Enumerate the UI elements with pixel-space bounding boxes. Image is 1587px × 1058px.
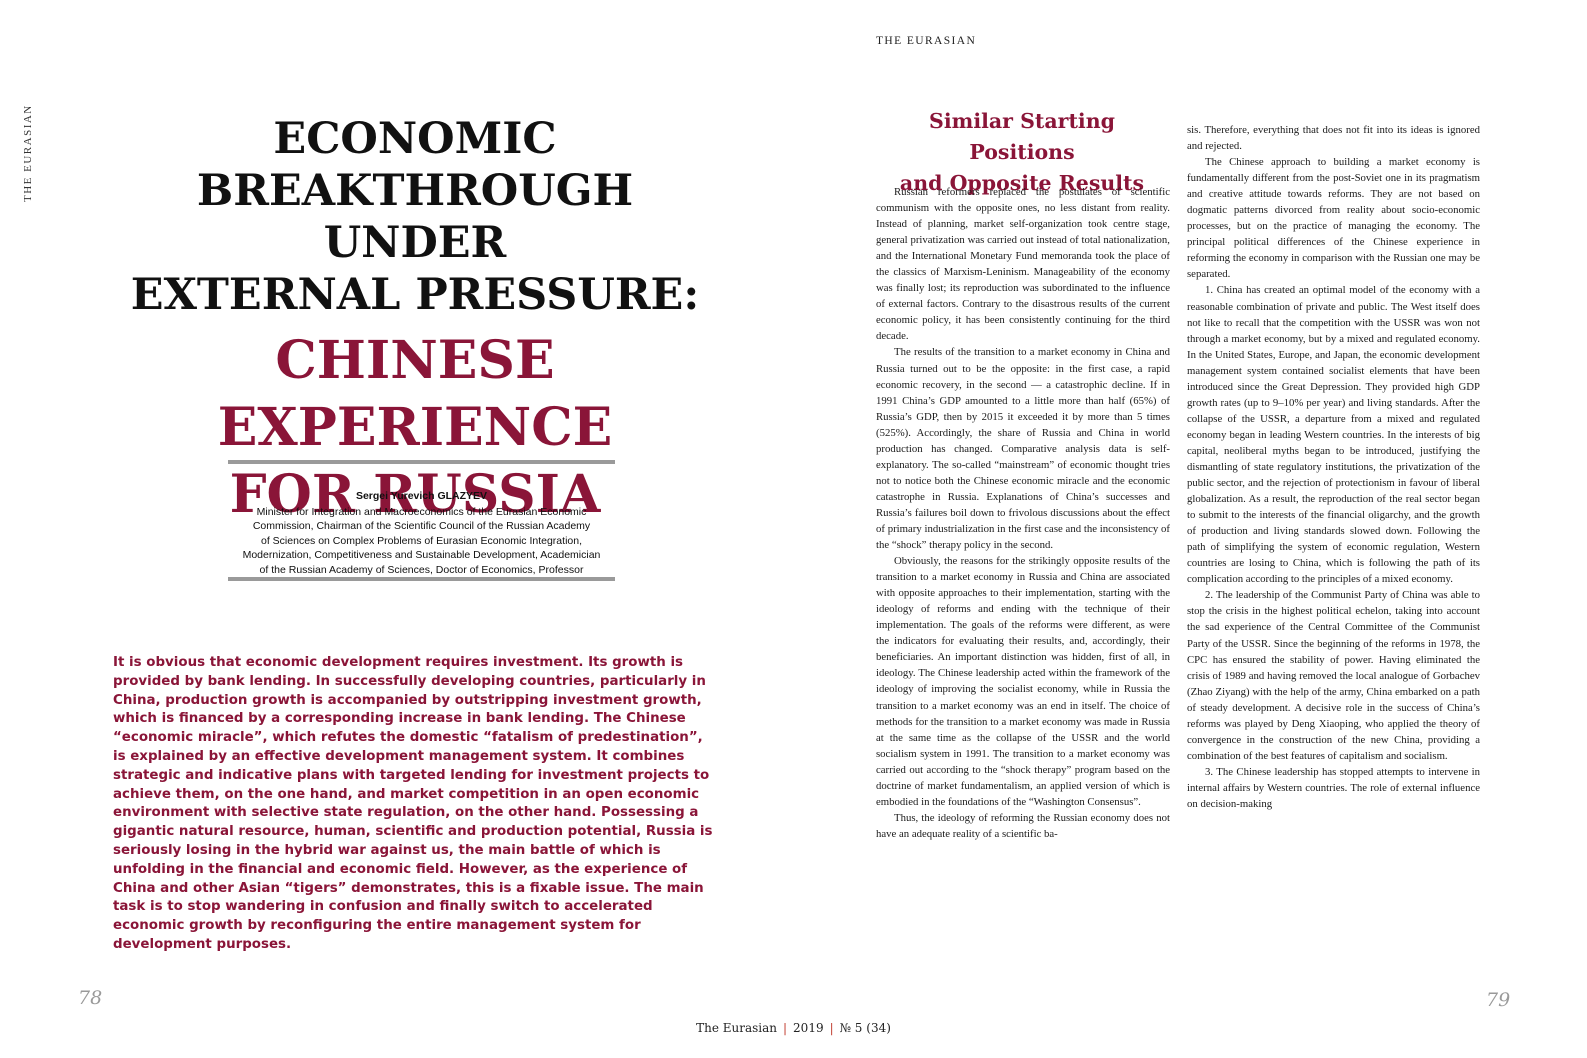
section-heading-line-1: Similar Starting Positions [929,109,1115,164]
paragraph: The Chinese approach to building a marke… [1187,156,1480,281]
body-column-2: sis. Therefore, everything that does not… [1187,122,1480,812]
paragraph: 1. China has created an optimal model of… [1187,284,1480,586]
page-number-right: 79 [1486,989,1511,1011]
section-heading-line-2: and Opposite Results [899,171,1145,195]
paragraph: The results of the transition to a marke… [876,346,1170,552]
paragraph: sis. Therefore, everything that does not… [1187,124,1480,153]
section-heading: Similar Starting Positions and Opposite … [873,106,1171,199]
footer-journal: The Eurasian [696,1021,777,1035]
body-column-1: Russian reformers replaced the postulate… [876,184,1170,842]
paragraph: Russian reformers replaced the postulate… [876,186,1170,343]
footer-year: 2019 [793,1021,824,1035]
title-red-line-1: CHINESE EXPERIENCE [217,330,613,458]
footer-separator: | [829,1021,834,1035]
footer-issue: № 5 (34) [839,1021,891,1035]
paragraph: Obviously, the reasons for the strikingl… [876,555,1170,808]
side-label-text: THE EURASIAN [22,104,34,202]
footer-separator: | [783,1021,788,1035]
paragraph: Thus, the ideology of reforming the Russ… [876,811,1170,840]
author-block: Sergei Yurevich GLAZYEV Minister for Int… [228,489,615,578]
paragraph: 3. The Chinese leadership has stopped at… [1187,765,1480,810]
author-affiliation-line: of Sciences on Complex Problems of Euras… [261,534,582,547]
footer: The Eurasian | 2019 | № 5 (34) [0,1021,1587,1035]
author-affiliation-line: Modernization, Competitiveness and Susta… [242,549,601,562]
author-name: Sergei Yurevich GLAZYEV [355,490,488,502]
author-affiliation-line: of the Russian Academy of Sciences, Doct… [259,563,584,576]
page-number-left: 78 [78,987,103,1009]
author-rule-top [228,460,615,464]
running-head: THE EURASIAN [876,35,977,47]
title-line-2: BREAKTHROUGH UNDER [196,166,634,268]
title-line-3: EXTERNAL PRESSURE: [130,270,700,320]
side-running-label: THE EURASIAN [22,104,42,210]
author-affiliation-line: Minister for Integration and Macroeconom… [256,505,587,518]
article-title: ECONOMIC BREAKTHROUGH UNDER EXTERNAL PRE… [110,113,720,528]
abstract: It is obvious that economic development … [113,655,713,952]
title-red-line-2: FOR RUSSIA [229,464,601,525]
author-affiliation-line: Commission, Chairman of the Scientific C… [252,520,591,533]
title-line-1: ECONOMIC [273,114,557,164]
paragraph: 2. The leadership of the Communist Party… [1187,589,1480,762]
author-rule-bottom [228,577,615,581]
